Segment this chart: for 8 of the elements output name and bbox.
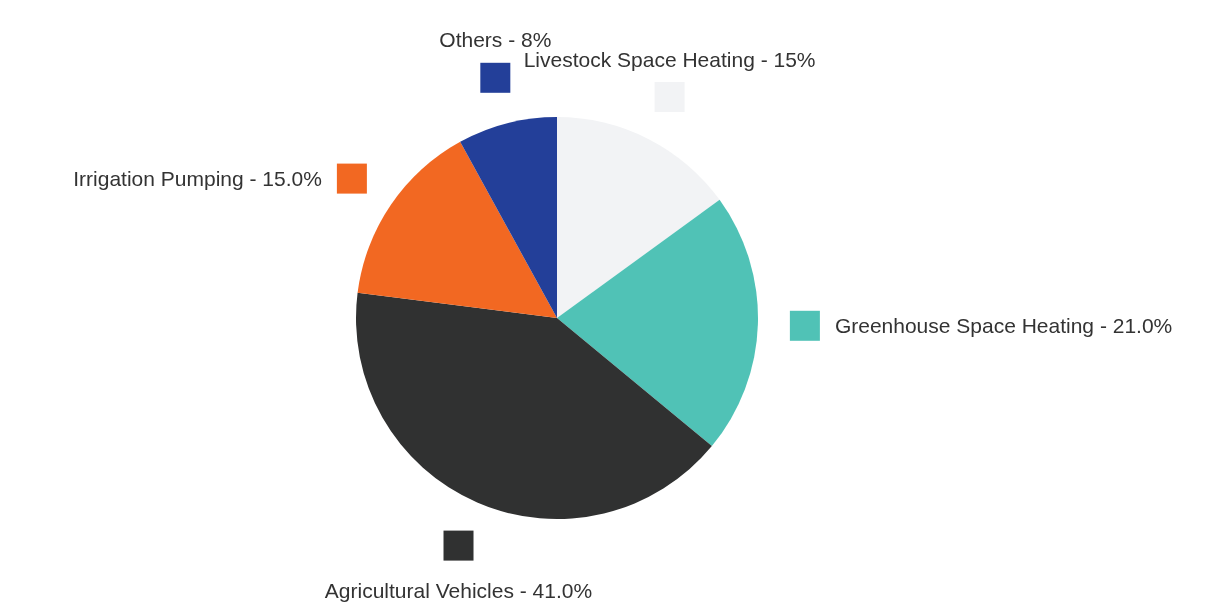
slice-label: Irrigation Pumping - 15.0% [73,167,322,191]
pie-slice [557,199,758,447]
pie-slice [356,292,712,519]
pie-slice [460,117,557,318]
slice-label: Agricultural Vehicles - 41.0% [324,579,593,603]
pie-slice [557,117,720,318]
legend-label: Greenhouse Space Heating - 21.0% [834,314,1173,338]
pie-slice [357,141,557,318]
